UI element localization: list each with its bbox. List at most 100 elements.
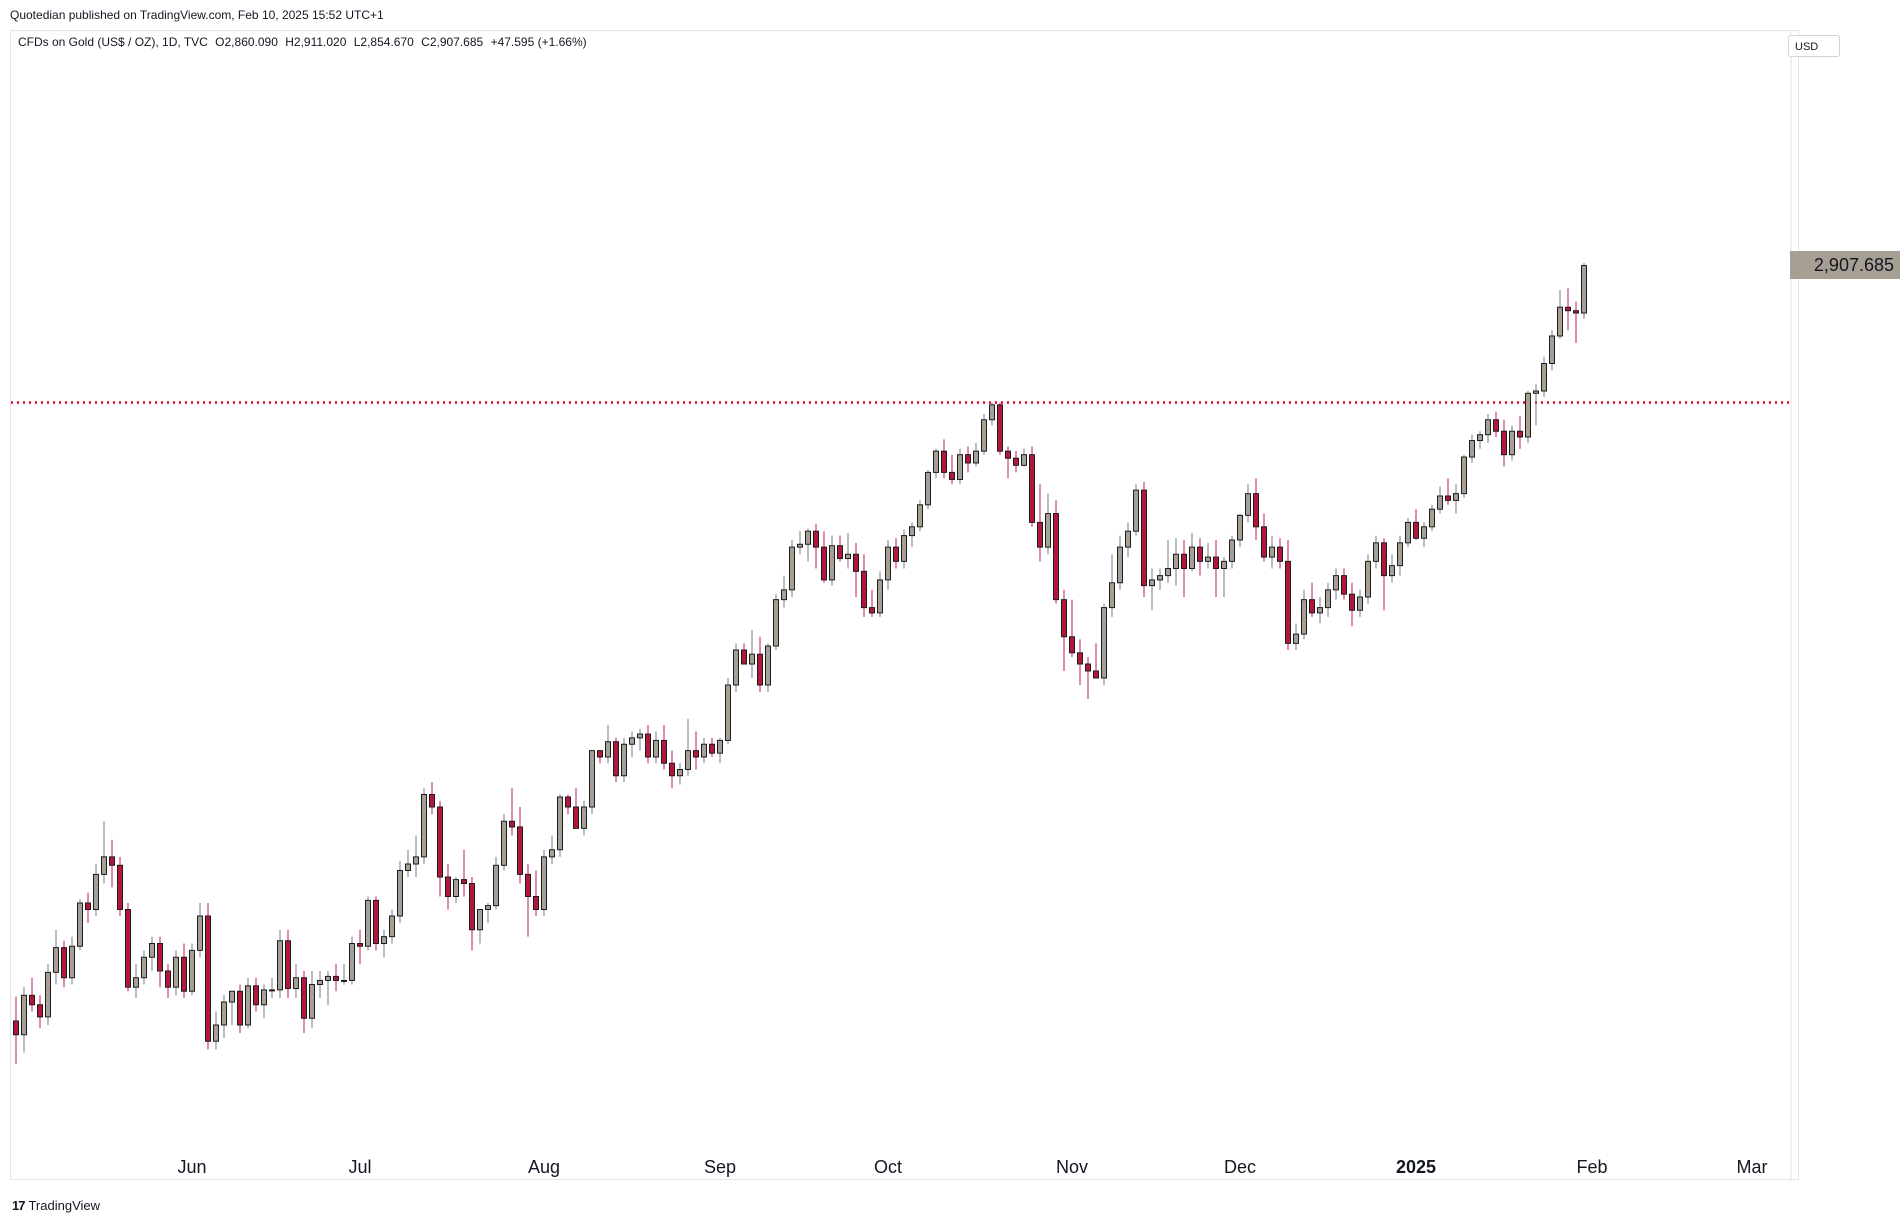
candle[interactable]	[445, 864, 451, 910]
candle[interactable]	[1397, 535, 1403, 576]
candle[interactable]	[101, 821, 107, 884]
candle[interactable]	[1517, 416, 1523, 449]
candle[interactable]	[781, 575, 787, 608]
candle[interactable]	[365, 896, 371, 951]
candle[interactable]	[397, 861, 403, 923]
candle[interactable]	[1205, 542, 1211, 569]
candle[interactable]	[485, 903, 491, 923]
candle[interactable]	[1045, 493, 1051, 555]
candle[interactable]	[1101, 603, 1107, 685]
candle[interactable]	[325, 971, 331, 1005]
candle[interactable]	[1085, 657, 1091, 699]
candle[interactable]	[13, 996, 19, 1064]
candle[interactable]	[453, 877, 459, 903]
candle[interactable]	[1189, 532, 1195, 572]
candle[interactable]	[261, 984, 267, 1019]
candle[interactable]	[669, 750, 675, 789]
candle[interactable]	[1221, 557, 1227, 597]
candle[interactable]	[69, 936, 75, 985]
candle[interactable]	[301, 971, 307, 1034]
candle[interactable]	[1485, 414, 1491, 443]
candle[interactable]	[773, 594, 779, 650]
candle[interactable]	[1437, 486, 1443, 514]
candle[interactable]	[189, 943, 195, 996]
candle[interactable]	[1525, 391, 1531, 443]
candle[interactable]	[613, 737, 619, 782]
candle[interactable]	[653, 731, 659, 764]
candle[interactable]	[477, 909, 483, 944]
candle[interactable]	[1413, 509, 1419, 540]
candle[interactable]	[677, 763, 683, 785]
candle[interactable]	[1309, 582, 1315, 617]
candle[interactable]	[285, 929, 291, 998]
candlestick-chart[interactable]: 2,236.0002,268.0002,300.0002,340.0002,38…	[11, 31, 1800, 1181]
candle[interactable]	[581, 800, 587, 836]
candle[interactable]	[621, 737, 627, 782]
candle[interactable]	[877, 571, 883, 617]
candle[interactable]	[853, 542, 859, 597]
candle[interactable]	[1165, 540, 1171, 583]
candle[interactable]	[1317, 597, 1323, 624]
candle[interactable]	[661, 725, 667, 770]
candle[interactable]	[1509, 425, 1515, 461]
candle[interactable]	[789, 540, 795, 597]
tradingview-logo[interactable]: 17 TradingView	[12, 1198, 100, 1213]
chart-frame[interactable]: 2,236.0002,268.0002,300.0002,340.0002,38…	[10, 30, 1800, 1181]
candle[interactable]	[525, 864, 531, 937]
candle[interactable]	[1429, 504, 1435, 532]
candle[interactable]	[589, 750, 595, 815]
candle[interactable]	[1173, 538, 1179, 586]
candle[interactable]	[549, 835, 555, 865]
candle[interactable]	[1325, 582, 1331, 617]
candle[interactable]	[1581, 262, 1587, 319]
candle[interactable]	[29, 977, 35, 1012]
candle[interactable]	[1013, 451, 1019, 473]
candle[interactable]	[1301, 589, 1307, 640]
candle[interactable]	[509, 788, 515, 836]
candle[interactable]	[133, 964, 139, 998]
candle[interactable]	[1021, 448, 1027, 467]
candle[interactable]	[461, 849, 467, 897]
candle[interactable]	[645, 725, 651, 764]
candle[interactable]	[349, 936, 355, 985]
candle[interactable]	[709, 737, 715, 757]
candle[interactable]	[1373, 535, 1379, 569]
candle[interactable]	[1117, 535, 1123, 590]
candle[interactable]	[941, 439, 947, 479]
candle[interactable]	[701, 737, 707, 764]
candle[interactable]	[765, 643, 771, 692]
candle[interactable]	[357, 929, 363, 965]
candle[interactable]	[1405, 518, 1411, 548]
candle[interactable]	[501, 814, 507, 871]
candle[interactable]	[437, 800, 443, 897]
candle[interactable]	[45, 964, 51, 1025]
candle[interactable]	[1197, 538, 1203, 576]
candle[interactable]	[93, 864, 99, 916]
candle[interactable]	[1421, 522, 1427, 548]
candle[interactable]	[197, 903, 203, 958]
candle[interactable]	[1261, 513, 1267, 562]
candle[interactable]	[869, 589, 875, 617]
candle[interactable]	[1541, 356, 1547, 397]
candle[interactable]	[685, 718, 691, 776]
candle[interactable]	[965, 446, 971, 473]
candle[interactable]	[805, 528, 811, 562]
candle[interactable]	[629, 731, 635, 758]
candle[interactable]	[637, 728, 643, 751]
candle[interactable]	[61, 940, 67, 988]
candle[interactable]	[757, 636, 763, 692]
candle[interactable]	[861, 554, 867, 617]
candle[interactable]	[381, 929, 387, 958]
candle[interactable]	[37, 995, 43, 1029]
candle[interactable]	[1493, 411, 1499, 437]
candle[interactable]	[341, 964, 347, 985]
candle[interactable]	[693, 731, 699, 770]
candle[interactable]	[933, 448, 939, 479]
candle[interactable]	[837, 535, 843, 562]
candle[interactable]	[173, 950, 179, 996]
candle[interactable]	[1133, 484, 1139, 536]
candle[interactable]	[1181, 540, 1187, 597]
candle[interactable]	[85, 892, 91, 923]
candle[interactable]	[565, 794, 571, 815]
candle[interactable]	[1253, 478, 1259, 540]
